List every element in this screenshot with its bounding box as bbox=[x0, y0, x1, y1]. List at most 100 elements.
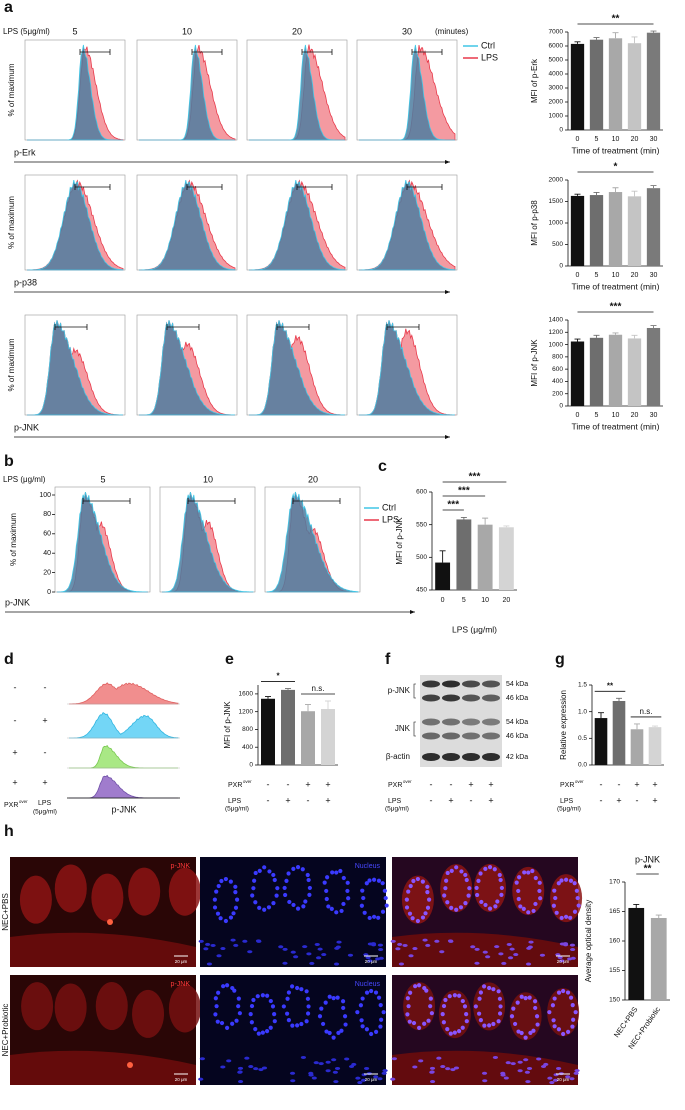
y-tick-label: 80 bbox=[43, 511, 51, 518]
blot-band bbox=[462, 680, 480, 688]
nucleus bbox=[307, 892, 312, 897]
histogram bbox=[359, 44, 455, 141]
nucleus bbox=[464, 1019, 469, 1024]
nucleus bbox=[304, 989, 309, 994]
time-label: 20 bbox=[292, 26, 302, 36]
nucleus bbox=[464, 1011, 469, 1017]
nucleus bbox=[371, 877, 377, 882]
nucleus bbox=[406, 889, 411, 894]
x-axis-label: Time of treatment (min) bbox=[571, 145, 659, 155]
nucleus bbox=[299, 987, 304, 992]
nucleus bbox=[453, 1066, 460, 1070]
condition-sign: - bbox=[44, 682, 47, 692]
condition-label: PXR bbox=[4, 802, 18, 809]
nucleus bbox=[255, 939, 262, 943]
nucleus bbox=[395, 947, 401, 951]
arrow-head bbox=[445, 160, 450, 164]
bar bbox=[498, 527, 514, 590]
error-bar bbox=[265, 696, 271, 699]
nucleus bbox=[284, 878, 289, 884]
bar bbox=[612, 701, 626, 765]
y-tick-label: 200 bbox=[552, 390, 563, 397]
condition-sign: - bbox=[600, 779, 603, 789]
y-tick-label: 155 bbox=[609, 967, 620, 974]
nucleus bbox=[228, 915, 234, 920]
nucleus bbox=[478, 1017, 483, 1023]
crypt bbox=[128, 867, 161, 916]
stain-label: Nucleus bbox=[355, 981, 381, 988]
histogram bbox=[69, 712, 179, 739]
condition-label: LPS bbox=[388, 798, 402, 805]
nucleus bbox=[505, 1061, 511, 1065]
nucleus bbox=[262, 865, 267, 870]
nucleus bbox=[346, 896, 351, 901]
nucleus bbox=[415, 876, 420, 882]
nucleus bbox=[304, 1019, 309, 1024]
nucleus bbox=[289, 1071, 296, 1075]
condition-sign: + bbox=[42, 715, 47, 725]
nucleus bbox=[336, 1030, 341, 1036]
nucleus bbox=[550, 1003, 555, 1008]
nucleus bbox=[498, 1004, 503, 1009]
nucleus bbox=[533, 1005, 538, 1011]
error-bar bbox=[652, 725, 658, 728]
y-tick-label: 550 bbox=[416, 521, 427, 528]
y-tick-label: 170 bbox=[609, 879, 620, 886]
nucleus bbox=[391, 1057, 397, 1061]
nucleus bbox=[331, 1035, 336, 1040]
nucleus bbox=[498, 952, 504, 956]
nucleus bbox=[365, 956, 371, 960]
nucleus bbox=[220, 1065, 226, 1069]
nucleus bbox=[295, 985, 300, 991]
marker-label: p-p38 bbox=[14, 277, 37, 287]
nucleus bbox=[457, 993, 462, 998]
nucleus bbox=[491, 987, 496, 992]
nucleus bbox=[487, 864, 493, 870]
bar bbox=[627, 196, 642, 266]
nucleus bbox=[378, 1003, 383, 1008]
nucleus bbox=[531, 908, 536, 914]
nucleus bbox=[552, 1024, 557, 1029]
nucleus bbox=[302, 945, 308, 949]
condition-sign: - bbox=[14, 682, 17, 692]
nucleus bbox=[533, 901, 538, 907]
nucleus bbox=[559, 915, 564, 921]
nucleus bbox=[397, 942, 403, 946]
nucleus bbox=[411, 1020, 417, 1026]
arrow-head bbox=[445, 290, 450, 294]
y-tick-label: 600 bbox=[552, 366, 563, 373]
nucleus bbox=[511, 1006, 516, 1011]
y-axis-label: MFI of p-JNK bbox=[223, 701, 232, 749]
marker-label: p-JNK bbox=[5, 597, 30, 607]
nucleus bbox=[445, 870, 450, 876]
nucleus bbox=[324, 888, 329, 894]
nucleus bbox=[568, 878, 574, 883]
nucleus bbox=[306, 1004, 311, 1009]
nucleus bbox=[572, 881, 577, 886]
nucleus bbox=[445, 900, 450, 905]
nucleus bbox=[347, 953, 354, 957]
time-label: 30 bbox=[402, 26, 412, 36]
nucleus bbox=[295, 864, 301, 870]
nucleus bbox=[251, 997, 256, 1003]
nucleus bbox=[355, 1010, 360, 1015]
tissue-band bbox=[10, 932, 196, 967]
nucleus bbox=[440, 1011, 445, 1017]
y-tick-label: 1.5 bbox=[578, 682, 587, 689]
nucleus bbox=[338, 868, 343, 874]
nucleus bbox=[375, 957, 381, 961]
nucleus bbox=[237, 1080, 244, 1084]
error-bar bbox=[482, 517, 489, 525]
nucleus bbox=[361, 895, 366, 901]
error-bar bbox=[612, 187, 619, 193]
nucleus bbox=[371, 914, 377, 919]
bar bbox=[456, 519, 472, 590]
nucleus bbox=[198, 939, 204, 943]
nucleus bbox=[272, 877, 277, 883]
dose-label: 10 bbox=[203, 474, 213, 484]
nucleus bbox=[413, 984, 418, 989]
nucleus bbox=[213, 1012, 218, 1017]
nucleus bbox=[478, 990, 484, 995]
nucleus bbox=[445, 1027, 450, 1032]
nucleus bbox=[364, 1066, 370, 1070]
